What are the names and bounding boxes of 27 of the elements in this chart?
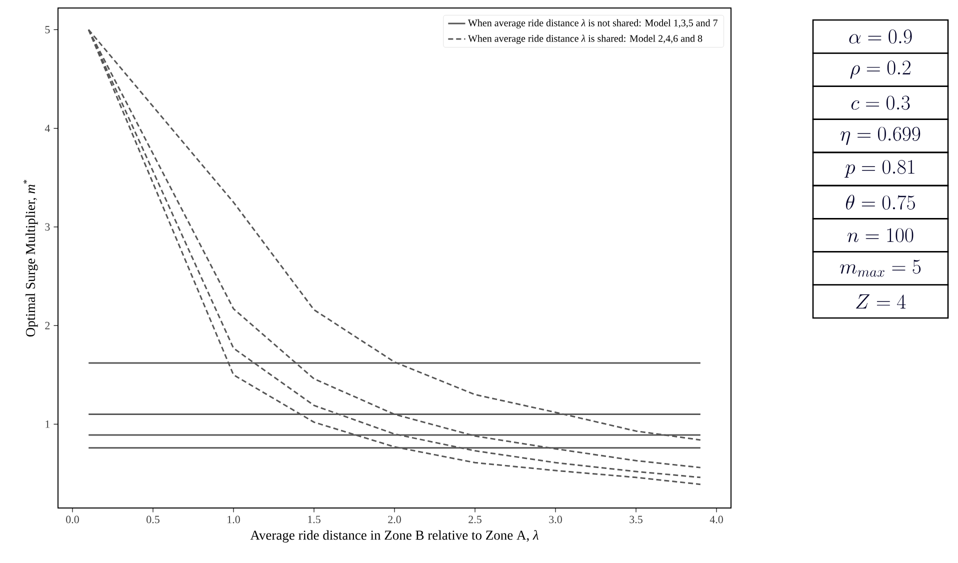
text: $m_{max} = 5$ [840,260,921,277]
x-tick-label: 3.5 [630,516,642,524]
x-tick-label: 4.0 [710,516,723,524]
text: $n = 100$ [848,228,914,242]
x-tick-label: 1.0 [228,516,240,524]
x-tick-label: 2.5 [468,516,482,524]
y-tick-label: 3 [45,223,50,231]
x-axis-title: Average ride distance in Zone B relative to Zone A, λ [250,530,538,543]
x-tick-label: 3.0 [549,516,562,524]
x-tick-label: 0.5 [146,516,160,524]
x-tick-label: 1.5 [308,516,320,524]
y-tick-label: 5 [45,26,50,34]
legend-label: When average ride distance λ is shared: Model 2,4,6 and 8 [468,34,702,44]
text: $p = 0.81$ [844,160,914,178]
y-tick-label: 2 [45,322,50,330]
x-tick-label: 2.0 [388,516,401,524]
text: $\eta = 0.699$ [840,126,920,146]
text: $\theta = 0.75$ [846,194,915,210]
y-tick-label: 4 [44,124,50,132]
text: $Z = 4$ [856,294,906,309]
text: $c = 0.3$ [851,96,910,110]
text: $\alpha = 0.9$ [849,30,912,44]
x-tick-label: 0.0 [66,516,79,524]
text: $\rho = 0.2$ [850,60,910,79]
y-axis-title: Optimal Surge Multiplier, m$^{*}$ [24,180,38,337]
y-tick-label: 1 [46,420,50,428]
legend-label: When average ride distance λ is not shared: Model 1,3,5 and 7 [468,19,718,28]
